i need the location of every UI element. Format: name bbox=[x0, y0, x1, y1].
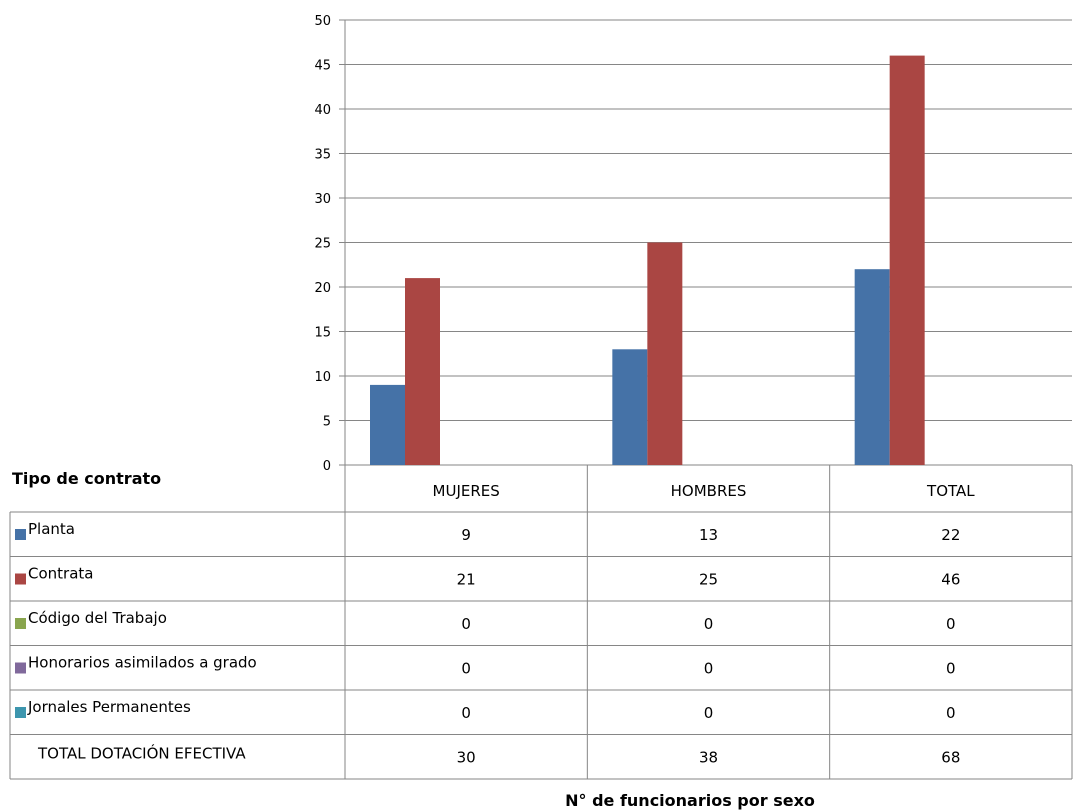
bar bbox=[405, 278, 440, 465]
y-axis: 0 5 10 15 20 25 30 35 40 45 50 bbox=[314, 14, 346, 474]
data-label: 9 bbox=[461, 526, 471, 544]
y-tick-label: 45 bbox=[314, 59, 331, 74]
category-label: MUJERES bbox=[433, 482, 500, 500]
series-label: Jornales Permanentes bbox=[27, 698, 191, 716]
bars bbox=[370, 55, 925, 465]
total-row-label: TOTAL DOTACIÓN EFECTIVA bbox=[37, 744, 246, 763]
data-label: 13 bbox=[699, 526, 718, 544]
category-label: HOMBRES bbox=[671, 482, 747, 500]
data-label: 0 bbox=[704, 704, 714, 722]
total-value: 30 bbox=[457, 749, 476, 767]
gridlines bbox=[345, 19, 1072, 466]
data-label: 25 bbox=[699, 571, 718, 589]
x-axis-title: N° de funcionarios por sexo bbox=[565, 791, 815, 810]
series-label: Honorarios asimilados a grado bbox=[28, 654, 257, 672]
legend-swatch bbox=[15, 573, 26, 585]
y-tick-label: 10 bbox=[314, 370, 331, 385]
y-tick-label: 20 bbox=[314, 281, 331, 296]
data-label: 0 bbox=[946, 704, 956, 722]
bar bbox=[612, 349, 648, 465]
legend-swatch bbox=[15, 618, 26, 629]
series-label: Código del Trabajo bbox=[28, 609, 167, 627]
legend-swatch bbox=[15, 662, 26, 674]
data-label: 21 bbox=[457, 571, 476, 589]
data-label: 0 bbox=[461, 704, 471, 722]
legend-swatch bbox=[15, 529, 26, 540]
total-value: 68 bbox=[941, 749, 960, 767]
y-tick-label: 40 bbox=[314, 103, 331, 118]
y-tick-label: 15 bbox=[314, 326, 331, 341]
y-tick-label: 0 bbox=[323, 459, 331, 474]
y-tick-label: 50 bbox=[314, 14, 331, 29]
series-label: Contrata bbox=[28, 565, 93, 583]
bar bbox=[647, 242, 683, 465]
data-label: 0 bbox=[461, 660, 471, 678]
data-label: 22 bbox=[941, 526, 960, 544]
data-label: 0 bbox=[704, 615, 714, 633]
y-tick-label: 5 bbox=[323, 415, 331, 430]
y-tick-label: 30 bbox=[314, 192, 331, 207]
legend-swatch bbox=[15, 707, 26, 718]
bar bbox=[370, 384, 405, 465]
series-label: Planta bbox=[28, 520, 75, 538]
data-label: 46 bbox=[941, 571, 960, 589]
data-label: 0 bbox=[704, 660, 714, 678]
total-value: 38 bbox=[699, 749, 718, 767]
table-header: Tipo de contrato bbox=[12, 469, 161, 488]
y-tick-label: 35 bbox=[314, 148, 331, 163]
bar bbox=[889, 55, 925, 465]
data-table: MUJERES HOMBRES TOTAL Planta 9 13 22 Contrata 21… bbox=[9, 465, 1073, 780]
data-label: 0 bbox=[946, 660, 956, 678]
y-tick-label: 25 bbox=[314, 237, 331, 252]
bar bbox=[854, 269, 890, 465]
category-label: TOTAL bbox=[926, 482, 975, 500]
data-label: 0 bbox=[946, 615, 956, 633]
data-label: 0 bbox=[461, 615, 471, 633]
